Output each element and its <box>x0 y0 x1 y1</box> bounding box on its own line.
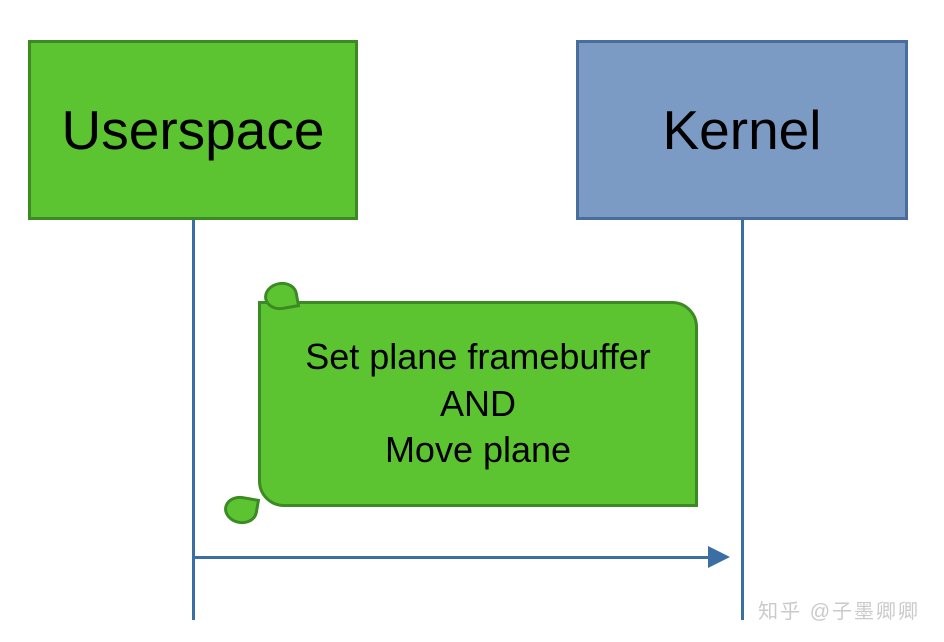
userspace-lifeline <box>192 220 195 620</box>
scroll-curl-bottom-icon <box>222 493 260 526</box>
kernel-label: Kernel <box>663 98 822 162</box>
message-line-2: AND <box>440 381 516 428</box>
watermark-text: 知乎 @子墨卿卿 <box>758 595 920 624</box>
userspace-box: Userspace <box>28 40 358 220</box>
kernel-box: Kernel <box>576 40 908 220</box>
message-scroll: Set plane framebuffer AND Move plane <box>224 282 714 526</box>
message-arrow-head-icon <box>708 546 730 568</box>
message-line-3: Move plane <box>385 427 571 474</box>
message-line-1: Set plane framebuffer <box>305 334 651 381</box>
userspace-label: Userspace <box>62 98 325 162</box>
message-arrow-line <box>195 556 712 559</box>
message-scroll-body: Set plane framebuffer AND Move plane <box>258 301 698 507</box>
kernel-lifeline <box>741 220 744 620</box>
